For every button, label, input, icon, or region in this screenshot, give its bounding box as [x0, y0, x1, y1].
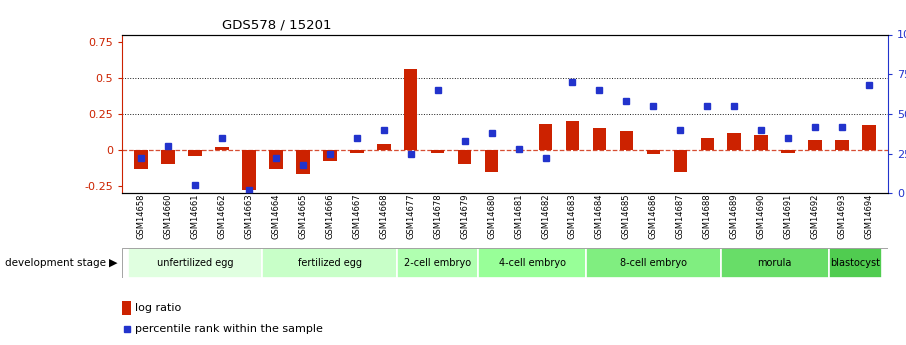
Text: GSM14681: GSM14681	[514, 193, 523, 239]
Text: GSM14661: GSM14661	[190, 193, 199, 239]
Bar	[122, 301, 131, 315]
Text: GSM14690: GSM14690	[757, 193, 766, 239]
Bar	[128, 248, 263, 278]
Text: GSM14684: GSM14684	[595, 193, 604, 239]
Text: GSM14677: GSM14677	[406, 193, 415, 239]
Bar	[458, 150, 471, 164]
Bar	[242, 150, 255, 190]
Text: fertilized egg: fertilized egg	[298, 258, 361, 268]
Bar	[323, 150, 337, 161]
Bar	[835, 140, 849, 150]
Text: GSM14667: GSM14667	[352, 193, 361, 239]
Bar	[721, 248, 829, 278]
Text: GSM14660: GSM14660	[164, 193, 173, 239]
Bar	[647, 150, 660, 154]
Bar	[431, 150, 445, 153]
Text: GSM14693: GSM14693	[837, 193, 846, 239]
Bar	[161, 150, 175, 164]
Bar	[673, 150, 687, 171]
Bar	[478, 248, 586, 278]
Text: GSM14668: GSM14668	[380, 193, 389, 239]
Text: GSM14680: GSM14680	[487, 193, 496, 239]
Bar	[188, 150, 202, 156]
Bar	[586, 248, 721, 278]
Bar	[404, 69, 418, 150]
Bar	[829, 248, 882, 278]
Text: GSM14662: GSM14662	[217, 193, 226, 239]
Text: GSM14691: GSM14691	[784, 193, 793, 239]
Bar	[781, 150, 795, 153]
Bar	[216, 147, 229, 150]
Text: GSM14663: GSM14663	[245, 193, 254, 239]
Text: development stage: development stage	[5, 258, 105, 268]
Text: GDS578 / 15201: GDS578 / 15201	[222, 18, 332, 31]
Bar	[263, 248, 397, 278]
Text: GSM14678: GSM14678	[433, 193, 442, 239]
Text: percentile rank within the sample: percentile rank within the sample	[135, 324, 323, 334]
Text: GSM14679: GSM14679	[460, 193, 469, 239]
Text: GSM14688: GSM14688	[703, 193, 712, 239]
Text: GSM14692: GSM14692	[811, 193, 820, 239]
Bar	[700, 138, 714, 150]
Bar	[565, 121, 579, 150]
Bar	[539, 124, 553, 150]
Bar	[485, 150, 498, 171]
Text: blastocyst: blastocyst	[831, 258, 881, 268]
Text: log ratio: log ratio	[135, 303, 181, 313]
Text: GSM14666: GSM14666	[325, 193, 334, 239]
Bar	[755, 136, 768, 150]
Text: 4-cell embryo: 4-cell embryo	[498, 258, 565, 268]
Bar	[296, 150, 310, 175]
Bar	[377, 144, 390, 150]
Bar	[863, 125, 876, 150]
Bar	[134, 150, 148, 169]
Text: GSM14689: GSM14689	[729, 193, 738, 239]
Bar	[397, 248, 478, 278]
Bar	[269, 150, 283, 169]
Text: GSM14658: GSM14658	[137, 193, 146, 239]
Text: 8-cell embryo: 8-cell embryo	[620, 258, 687, 268]
Text: 2-cell embryo: 2-cell embryo	[404, 258, 471, 268]
Text: GSM14687: GSM14687	[676, 193, 685, 239]
Text: GSM14665: GSM14665	[298, 193, 307, 239]
Text: GSM14686: GSM14686	[649, 193, 658, 239]
Text: GSM14685: GSM14685	[622, 193, 631, 239]
Text: GSM14694: GSM14694	[864, 193, 873, 239]
Bar	[808, 140, 822, 150]
Bar	[350, 150, 363, 153]
Text: GSM14664: GSM14664	[272, 193, 281, 239]
Text: ▶: ▶	[110, 258, 118, 268]
Text: unfertilized egg: unfertilized egg	[157, 258, 234, 268]
Text: morula: morula	[757, 258, 792, 268]
Bar	[728, 132, 741, 150]
Text: GSM14682: GSM14682	[541, 193, 550, 239]
Bar	[593, 128, 606, 150]
Bar	[620, 131, 633, 150]
Text: GSM14683: GSM14683	[568, 193, 577, 239]
